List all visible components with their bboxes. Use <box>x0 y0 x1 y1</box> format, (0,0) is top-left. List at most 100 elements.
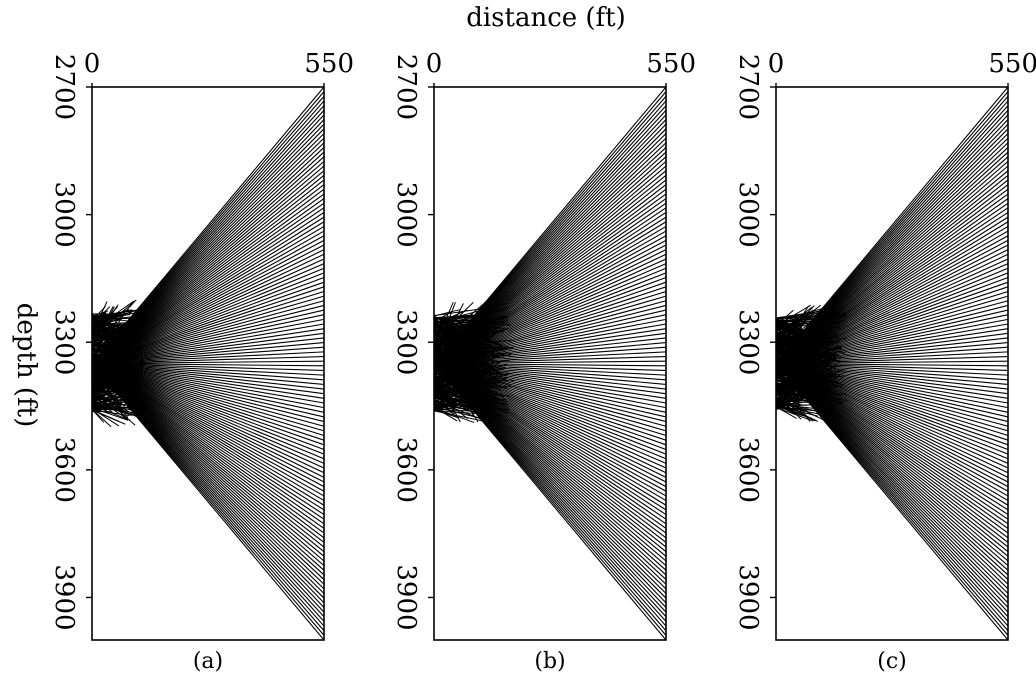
y-tick-label: 3000 <box>391 182 421 248</box>
ray <box>775 335 841 372</box>
ray <box>91 363 325 553</box>
ray <box>433 310 453 322</box>
ray <box>91 362 325 395</box>
ray <box>775 342 1009 365</box>
ray <box>775 406 803 411</box>
ray <box>91 300 136 349</box>
plot-frame <box>91 86 325 641</box>
x-tick-label: 550 <box>988 49 1036 79</box>
ray <box>775 322 797 329</box>
ray <box>433 354 499 402</box>
ray <box>775 156 1009 364</box>
ray <box>775 324 807 368</box>
ray <box>433 388 468 399</box>
ray <box>775 362 1009 376</box>
y-tick-label: 3900 <box>391 564 421 630</box>
dense-ray-zone <box>91 299 147 428</box>
ray <box>433 410 484 422</box>
ray <box>775 333 814 350</box>
ray <box>775 330 805 352</box>
ray <box>91 324 109 329</box>
ray <box>91 286 325 365</box>
ray <box>775 348 821 366</box>
ray <box>775 395 801 401</box>
ray <box>91 318 120 326</box>
subplot-label: (a) <box>193 649 223 674</box>
ray <box>91 362 325 399</box>
ray <box>433 410 500 416</box>
ray <box>91 341 141 346</box>
ray <box>433 202 667 364</box>
ray <box>91 323 325 365</box>
ray <box>433 363 667 543</box>
ray <box>91 263 325 365</box>
y-axis-title: depth (ft) <box>11 303 41 428</box>
ray <box>433 230 667 364</box>
ray <box>91 343 125 368</box>
x-tick-label: 0 <box>768 49 785 79</box>
ray <box>91 342 325 365</box>
ray <box>91 363 108 368</box>
ray <box>91 319 143 338</box>
ray <box>433 368 461 394</box>
ray <box>775 340 820 353</box>
ray <box>91 267 325 365</box>
y-tick-label: 3600 <box>49 437 79 503</box>
ray <box>433 337 667 365</box>
ray <box>91 409 130 417</box>
y-tick-label: 3600 <box>391 437 421 503</box>
ray <box>775 151 1009 364</box>
ray <box>433 345 510 370</box>
ray <box>433 316 475 418</box>
y-tick-label: 2700 <box>49 54 79 120</box>
ray <box>91 376 117 390</box>
ray <box>433 315 504 360</box>
ray <box>775 363 1009 539</box>
ray <box>433 352 507 384</box>
x-axis-title: distance (ft) <box>466 3 626 33</box>
ray <box>91 137 325 364</box>
ray <box>433 339 468 347</box>
ray <box>433 349 490 360</box>
ray <box>433 323 488 377</box>
ray <box>433 165 667 364</box>
ray <box>433 363 471 381</box>
ray <box>775 339 831 349</box>
ray <box>775 363 1009 488</box>
ray <box>91 330 119 344</box>
y-tick-label: 3900 <box>733 564 763 630</box>
ray <box>433 363 667 562</box>
dense-ray-zone <box>775 304 848 422</box>
ray <box>433 385 477 412</box>
ray <box>775 337 1009 365</box>
ray <box>91 389 143 395</box>
ray <box>775 343 838 362</box>
ray <box>433 363 511 386</box>
ray <box>775 333 812 341</box>
ray <box>91 337 325 365</box>
ray <box>433 349 479 423</box>
ray <box>433 330 481 336</box>
ray <box>91 390 119 408</box>
subplot-label: (b) <box>534 649 565 674</box>
ray <box>775 387 834 399</box>
ray <box>91 363 325 483</box>
ray <box>433 390 477 401</box>
ray <box>91 355 325 365</box>
dense-ray-zone <box>433 300 514 423</box>
ray <box>91 170 325 364</box>
ray <box>433 371 459 381</box>
subplot-a: 0 550 2700 3000 3300 3600 3900 (a) <box>49 49 354 674</box>
ray <box>91 350 115 364</box>
ray <box>775 393 827 403</box>
subplot-label: (c) <box>877 649 907 674</box>
y-tick-label: 2700 <box>391 54 421 120</box>
ray <box>433 392 504 418</box>
ray <box>775 368 806 378</box>
ray <box>775 386 814 396</box>
ray <box>775 404 803 417</box>
ray <box>433 216 667 364</box>
ray <box>433 321 495 334</box>
ray <box>91 235 325 364</box>
y-tick-label: 2700 <box>733 54 763 120</box>
